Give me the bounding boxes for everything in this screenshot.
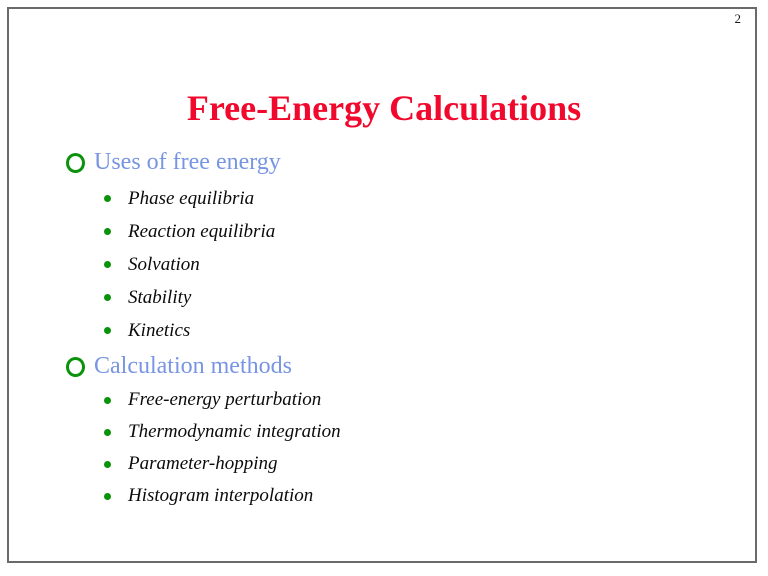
- slide-border: [7, 7, 757, 563]
- methods-bullet-list: Free-energy perturbation Thermodynamic i…: [104, 384, 341, 512]
- dot-bullet-icon: [104, 195, 111, 202]
- list-item: Stability: [104, 281, 275, 314]
- circle-bullet-icon: [66, 356, 85, 377]
- list-item-text: Parameter-hopping: [128, 453, 278, 474]
- section-heading-label: Calculation methods: [94, 353, 292, 379]
- list-item-text: Reaction equilibria: [128, 220, 276, 242]
- list-item: Kinetics: [104, 314, 275, 347]
- slide-title: Free-Energy Calculations: [186, 88, 582, 129]
- list-item: Free-energy perturbation: [104, 384, 341, 416]
- list-item: Histogram interpolation: [104, 480, 341, 512]
- dot-bullet-icon: [104, 428, 111, 436]
- list-item: Parameter-hopping: [104, 448, 341, 480]
- list-item-text: Thermodynamic integration: [128, 421, 341, 442]
- page-number: 2: [734, 11, 742, 26]
- list-item-text: Free-energy perturbation: [128, 389, 322, 410]
- dot-bullet-icon: [104, 396, 111, 404]
- list-item-text: Phase equilibria: [128, 187, 255, 209]
- list-item-text: Solvation: [128, 253, 200, 275]
- section-heading-methods: Calculation methods: [66, 353, 292, 381]
- section-heading-uses: Uses of free energy: [66, 149, 281, 177]
- dot-bullet-icon: [104, 261, 111, 268]
- list-item: Phase equilibria: [104, 182, 275, 215]
- dot-bullet-icon: [104, 228, 111, 235]
- dot-bullet-icon: [104, 492, 111, 500]
- list-item: Solvation: [104, 248, 275, 281]
- section-heading-label: Uses of free energy: [94, 149, 281, 175]
- circle-bullet-icon: [66, 152, 85, 173]
- list-item: Reaction equilibria: [104, 215, 275, 248]
- list-item-text: Histogram interpolation: [128, 485, 314, 506]
- dot-bullet-icon: [104, 460, 111, 468]
- uses-bullet-list: Phase equilibria Reaction equilibria Sol…: [104, 182, 275, 347]
- list-item-text: Kinetics: [128, 319, 191, 341]
- list-item: Thermodynamic integration: [104, 416, 341, 448]
- dot-bullet-icon: [104, 294, 111, 301]
- list-item-text: Stability: [128, 286, 192, 308]
- dot-bullet-icon: [104, 327, 111, 334]
